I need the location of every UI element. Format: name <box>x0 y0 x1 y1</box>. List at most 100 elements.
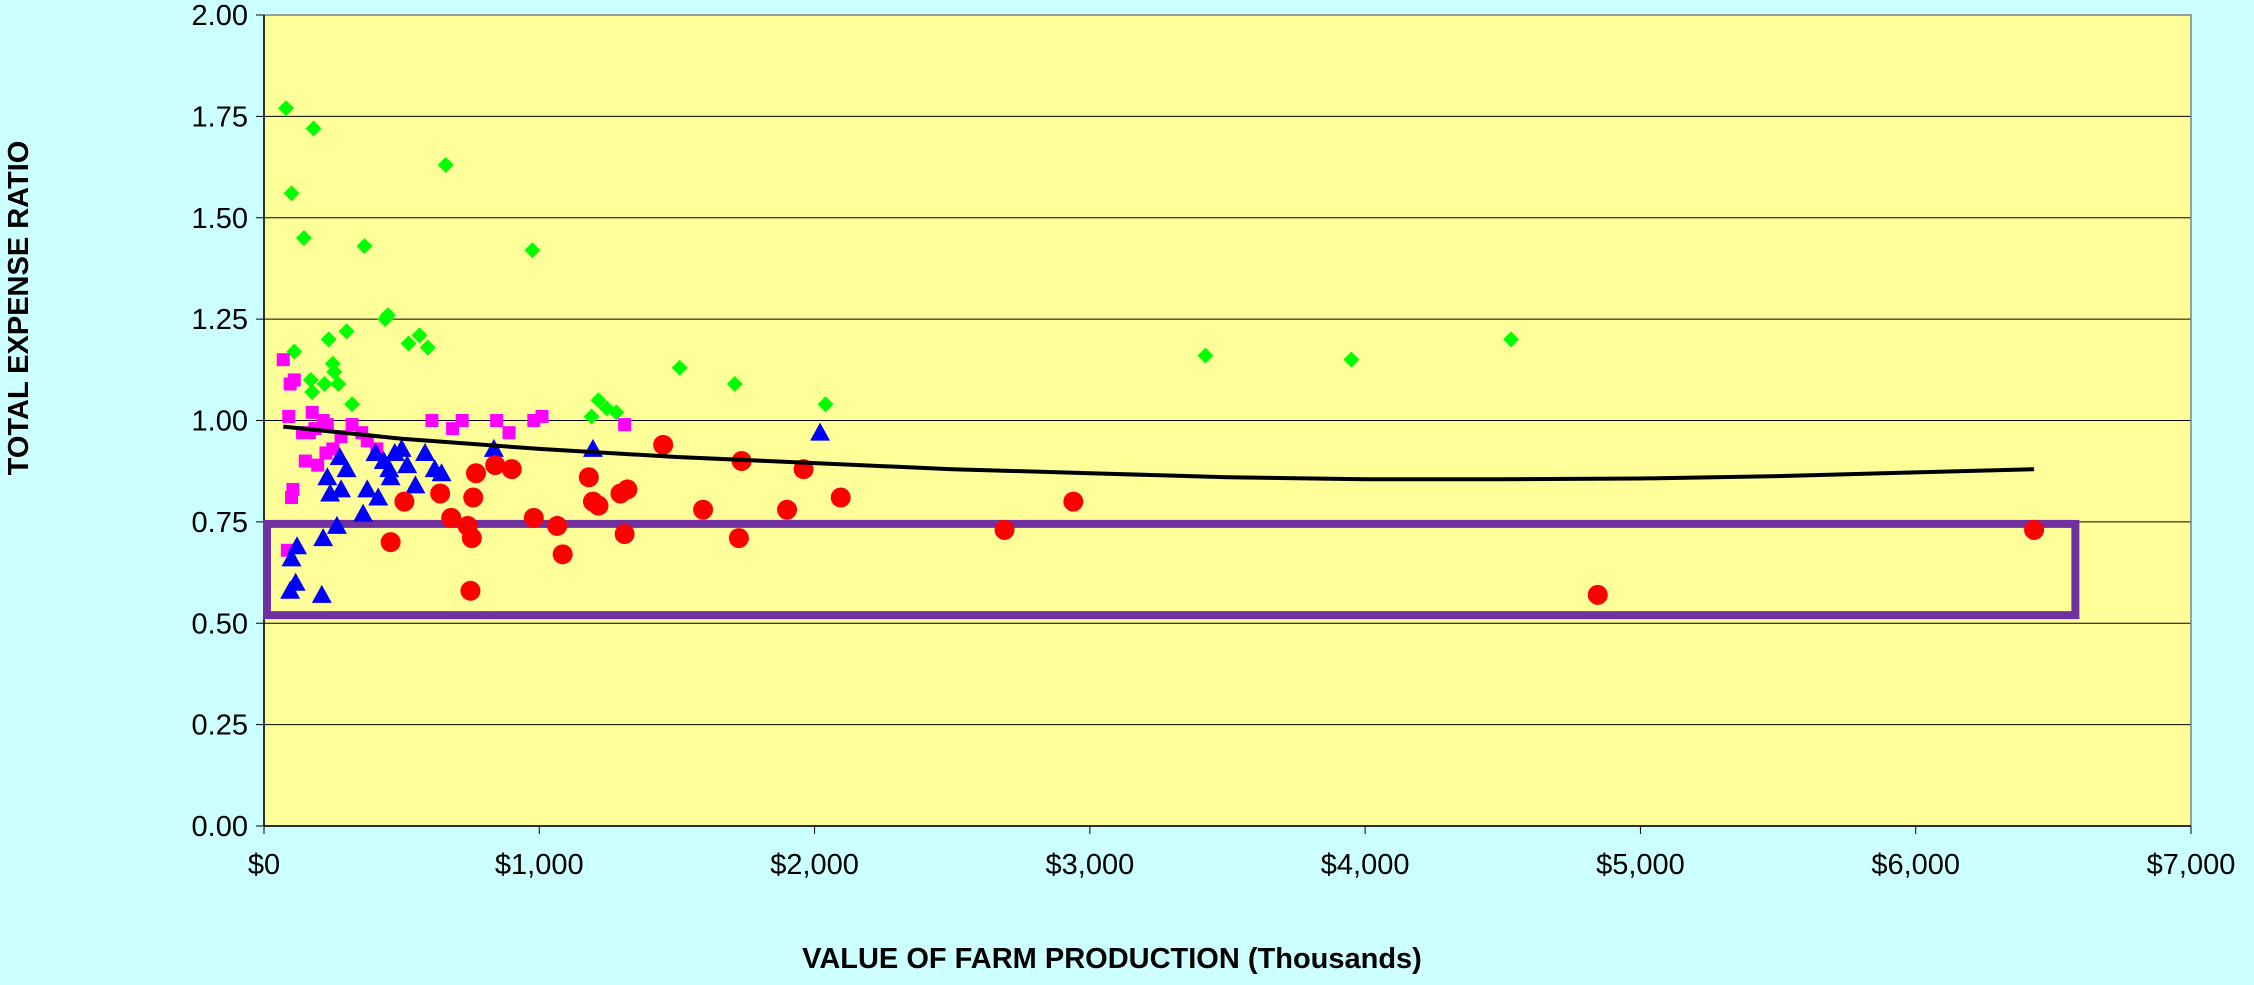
circle-point <box>394 491 415 512</box>
y-tick-label: 2.00 <box>192 0 248 32</box>
square-point <box>502 426 516 440</box>
circle-point <box>1587 584 1608 605</box>
triangle-point <box>810 422 831 441</box>
circle-point <box>1063 491 1084 512</box>
x-tick-label: $6,000 <box>1871 849 1960 881</box>
circle-point <box>463 487 484 508</box>
circle-point <box>614 524 635 545</box>
square-point <box>326 442 340 456</box>
y-tick-label: 0.75 <box>192 507 248 539</box>
x-tick-label: $0 <box>248 849 280 881</box>
diamond-point <box>608 404 625 421</box>
diamond-point <box>379 307 396 324</box>
diamond-point <box>671 359 688 376</box>
diamond-point <box>283 185 300 202</box>
diamond-point <box>356 238 373 255</box>
y-tick-label: 0.00 <box>192 811 248 843</box>
circle-point <box>441 507 462 528</box>
diamond-point <box>304 384 321 401</box>
square-point <box>320 418 334 432</box>
circle-point <box>547 515 568 536</box>
circle-point <box>588 495 609 516</box>
diamond-point <box>411 327 428 344</box>
diamond-point <box>726 376 743 393</box>
square-point <box>298 454 312 468</box>
circle-point <box>693 499 714 520</box>
x-tick-label: $1,000 <box>495 849 584 881</box>
label-layer: 0.00 0.25 0.50 0.75 1.00 1.25 1.50 1.75 2.00 $0 $1… <box>192 0 2236 881</box>
y-tick-label: 1.75 <box>192 101 248 133</box>
x-tick-label: $5,000 <box>1596 849 1685 881</box>
y-tick-label: 0.50 <box>192 608 248 640</box>
diamond-point <box>437 157 454 174</box>
square-point <box>490 414 504 427</box>
triangle-point <box>397 455 418 474</box>
diamond-point <box>524 242 541 259</box>
square-point <box>455 414 469 427</box>
y-tick-label: 1.50 <box>192 203 248 235</box>
diamond-point <box>278 100 295 117</box>
circle-point <box>465 463 486 484</box>
diamond-point <box>330 376 347 393</box>
circle-point <box>728 528 749 549</box>
circle-point <box>485 455 506 476</box>
square-point <box>305 405 319 419</box>
diamond-point <box>302 371 319 388</box>
circle-point <box>830 487 851 508</box>
triangle-point <box>326 515 347 534</box>
circle-point <box>578 467 599 488</box>
highlight-box <box>263 519 2080 620</box>
square-point <box>286 482 300 496</box>
triangle-point <box>431 463 452 482</box>
triangle-point <box>329 446 350 465</box>
y-tick-label: 1.25 <box>192 304 248 336</box>
triangle-point <box>317 467 338 486</box>
square-point <box>535 409 549 423</box>
trend-line <box>283 424 2035 482</box>
diamond-point <box>583 408 600 425</box>
circle-point <box>777 499 798 520</box>
triangle-point <box>415 442 436 461</box>
square-point <box>311 458 325 472</box>
circle-point <box>653 434 674 455</box>
triangle-point <box>405 475 426 494</box>
diamond-point <box>419 339 436 356</box>
triangle-point <box>368 487 389 506</box>
highlight-layer <box>263 519 2080 620</box>
circle-point <box>523 507 544 528</box>
diamond-point <box>344 396 361 413</box>
diamond-point <box>326 363 343 380</box>
square-point <box>282 409 296 423</box>
square-point <box>618 418 632 432</box>
axis-layer <box>256 14 2192 834</box>
triangle-point <box>357 479 378 498</box>
circle-point <box>380 532 401 553</box>
diamond-point <box>817 396 834 413</box>
x-tick-label: $7,000 <box>2147 849 2236 881</box>
square-point <box>425 414 439 427</box>
y-tick-label: 0.25 <box>192 710 248 742</box>
diamond-point <box>320 331 337 348</box>
triangle-point <box>365 442 386 461</box>
diamond-point <box>305 120 322 137</box>
triangle-point <box>313 528 334 547</box>
x-tick-label: $4,000 <box>1321 849 1410 881</box>
diamond-point <box>1197 347 1214 364</box>
triangle-point <box>336 459 357 478</box>
circle-point <box>552 544 573 565</box>
square-point <box>287 373 301 387</box>
trend-layer <box>283 424 2035 482</box>
x-tick-label: $2,000 <box>770 849 859 881</box>
diamond-point <box>316 376 333 393</box>
triangle-point <box>380 467 401 486</box>
circle-point <box>994 519 1015 540</box>
triangle-point <box>331 479 352 498</box>
diamond-point <box>1503 331 1520 348</box>
triangle-point <box>285 572 306 591</box>
circle-point <box>617 479 638 500</box>
circle-point <box>461 528 482 549</box>
triangle-point <box>483 438 504 457</box>
triangle-point <box>287 536 308 555</box>
